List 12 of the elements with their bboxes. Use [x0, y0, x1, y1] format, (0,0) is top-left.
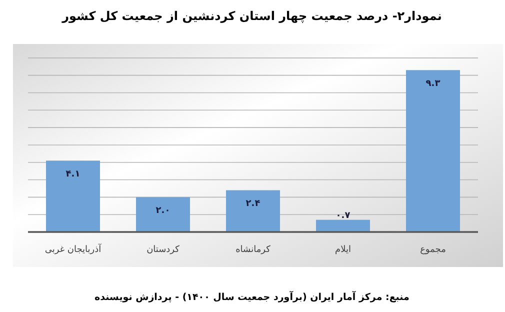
category: کرمانشاه	[236, 245, 270, 255]
category: آذربایجان غربی	[44, 245, 102, 255]
data-label: ۴.۱	[66, 170, 80, 180]
data-label: ۰.۷	[336, 210, 350, 221]
category: مجموع	[420, 245, 446, 255]
data-label: ۹.۳	[426, 79, 440, 90]
annotation: منبع: مرکز آمار ایران (برآورد جمعیت سال ۱۴۰۰) - پردازش نویسنده	[94, 292, 410, 303]
title: نمودار۲- درصد جمعیت چهار استان کردنشین از جمعیت کل کشور	[62, 9, 442, 23]
category: ایلام	[335, 245, 351, 255]
data-label: ۲.۴	[246, 199, 260, 210]
category: کردستان	[146, 245, 180, 255]
data-label: ۲.۰	[156, 206, 170, 216]
